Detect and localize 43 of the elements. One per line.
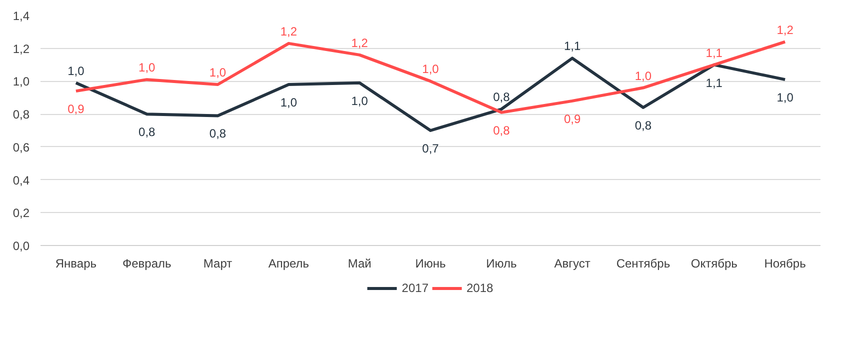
data-label: 1,0: [68, 64, 85, 78]
data-label: 1,0: [351, 94, 368, 108]
y-tick-label: 1,4: [12, 9, 30, 23]
data-label: 0,7: [422, 142, 440, 156]
data-label: 1,0: [776, 90, 794, 105]
data-label: 0,9: [564, 112, 581, 126]
data-label: 1,2: [776, 22, 794, 37]
y-tick-label: 1,0: [12, 74, 30, 89]
x-tick-label: Июнь: [415, 256, 446, 270]
data-label: 1,1: [706, 76, 723, 90]
x-tick-label: Январь: [55, 256, 97, 270]
x-tick-label: Апрель: [268, 256, 310, 270]
legend-label: 2018: [466, 281, 494, 295]
y-tick-label: 0,4: [12, 173, 30, 188]
x-tick-label: Ноябрь: [764, 256, 806, 270]
data-label: 0,8: [634, 118, 652, 132]
data-label: 1,0: [280, 96, 298, 110]
x-tick-label: Октябрь: [690, 256, 738, 270]
data-label: 1,2: [351, 36, 368, 50]
legend-label: 2017: [402, 281, 428, 295]
x-tick-label: Август: [554, 256, 591, 270]
data-label: 0,8: [493, 90, 510, 104]
x-tick-label: Май: [348, 256, 372, 270]
data-label: 1,0: [209, 66, 226, 80]
data-label: 1,1: [564, 39, 581, 54]
data-label: 0,9: [68, 102, 85, 116]
data-label: 0,8: [209, 126, 226, 141]
data-label: 0,8: [138, 125, 156, 140]
x-tick-label: Сентябрь: [616, 256, 670, 270]
x-tick-label: Февраль: [122, 256, 172, 270]
y-tick-label: 0,0: [12, 239, 30, 253]
x-tick-label: Март: [203, 256, 233, 270]
x-tick-label: Июль: [486, 256, 517, 270]
data-label: 1,0: [138, 60, 156, 75]
y-tick-label: 0,6: [12, 140, 30, 154]
data-label: 1,0: [422, 62, 440, 76]
y-tick-label: 0,2: [12, 206, 30, 220]
y-tick-label: 0,8: [12, 108, 30, 122]
data-label: 1,0: [634, 68, 652, 83]
data-label: 0,8: [493, 123, 510, 138]
y-tick-label: 1,2: [12, 42, 30, 56]
data-label: 1,1: [706, 46, 723, 60]
data-label: 1,2: [280, 24, 298, 38]
